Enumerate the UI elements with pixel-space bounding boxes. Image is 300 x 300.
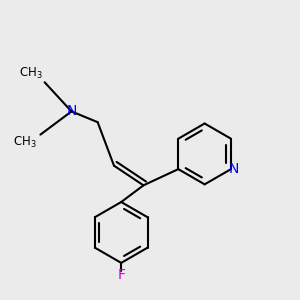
Text: F: F: [117, 268, 125, 282]
Text: CH$_3$: CH$_3$: [13, 135, 37, 150]
Text: N: N: [229, 162, 239, 176]
Text: CH$_3$: CH$_3$: [19, 66, 42, 81]
Text: N: N: [66, 104, 77, 118]
